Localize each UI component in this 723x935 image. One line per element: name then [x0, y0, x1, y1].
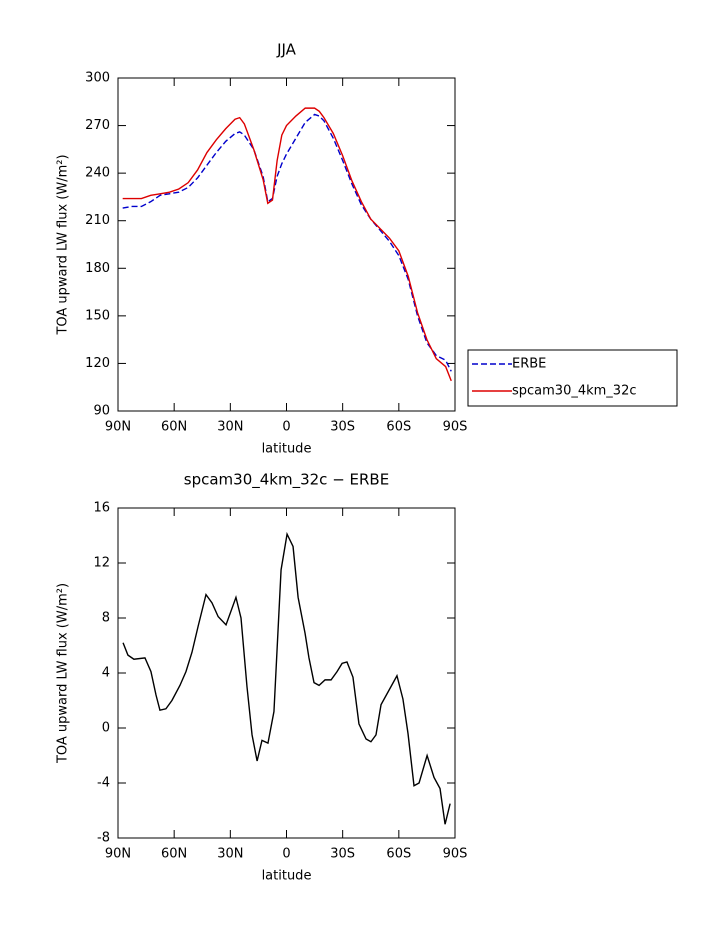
- y-tick-label: 120: [85, 356, 110, 371]
- x-tick-label: 30S: [330, 420, 355, 435]
- y-axis-label: TOA upward LW flux (W/m²): [56, 154, 71, 335]
- y-tick-label: 210: [85, 213, 110, 228]
- x-tick-label: 90S: [443, 420, 468, 435]
- x-axis-label: latitude: [262, 869, 312, 884]
- x-tick-label: 90N: [105, 420, 131, 435]
- plot-frame: [117, 77, 456, 412]
- y-tick-label: 4: [102, 666, 110, 681]
- y-tick-label: 180: [85, 261, 110, 276]
- chart-title: spcam30_4km_32c − ERBE: [184, 471, 389, 490]
- legend-label: spcam30_4km_32c: [512, 384, 637, 399]
- x-tick-label: 60S: [386, 420, 411, 435]
- data-line: [122, 531, 451, 825]
- chart-title: JJA: [276, 41, 297, 59]
- y-tick-label: -4: [97, 776, 110, 791]
- y-tick-label: 300: [85, 71, 110, 86]
- data-line: [122, 107, 452, 382]
- x-tick-label: 60S: [386, 847, 411, 862]
- plot-frame: [117, 507, 456, 839]
- y-tick-label: 240: [85, 166, 110, 181]
- x-tick-label: 0: [282, 420, 290, 435]
- y-tick-label: 90: [93, 404, 110, 419]
- y-tick-label: 8: [102, 611, 110, 626]
- y-tick-label: 0: [102, 721, 110, 736]
- y-tick-label: 16: [93, 501, 110, 516]
- y-axis-label: TOA upward LW flux (W/m²): [56, 583, 71, 764]
- x-tick-label: 0: [282, 847, 290, 862]
- x-tick-label: 60N: [161, 847, 187, 862]
- x-tick-label: 90S: [443, 847, 468, 862]
- x-tick-label: 90N: [105, 847, 131, 862]
- x-tick-label: 30N: [217, 847, 243, 862]
- x-axis-label: latitude: [262, 442, 312, 457]
- y-tick-label: 150: [85, 308, 110, 323]
- x-tick-label: 60N: [161, 420, 187, 435]
- legend-label: ERBE: [512, 357, 546, 372]
- x-tick-label: 30S: [330, 847, 355, 862]
- y-tick-label: 270: [85, 118, 110, 133]
- x-tick-label: 30N: [217, 420, 243, 435]
- data-line: [122, 113, 452, 372]
- y-tick-label: -8: [97, 831, 110, 846]
- y-tick-label: 12: [93, 556, 110, 571]
- legend-box: [467, 349, 678, 407]
